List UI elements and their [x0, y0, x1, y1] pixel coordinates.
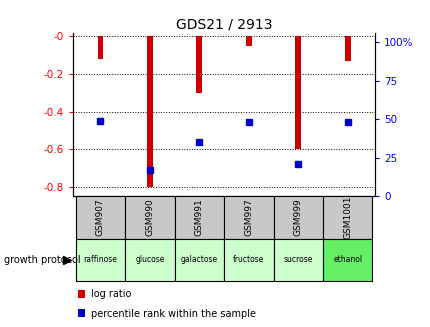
Text: GSM907: GSM907	[96, 198, 105, 236]
Text: GSM997: GSM997	[244, 198, 253, 236]
Bar	[344, 36, 350, 61]
Bar	[245, 36, 251, 46]
Bar	[224, 196, 273, 239]
Text: GSM999: GSM999	[293, 198, 302, 236]
Bar	[174, 196, 224, 239]
Bar	[174, 239, 224, 281]
Bar	[322, 196, 372, 239]
Bar	[77, 290, 85, 298]
Bar	[295, 36, 301, 149]
Bar	[322, 239, 372, 281]
Text: log ratio: log ratio	[90, 289, 131, 299]
Text: GSM990: GSM990	[145, 198, 154, 236]
Text: sucrose: sucrose	[283, 255, 312, 265]
Bar	[97, 36, 103, 59]
Bar	[76, 196, 125, 239]
Bar	[147, 36, 153, 187]
Text: galactose: galactose	[181, 255, 218, 265]
Bar	[77, 309, 85, 317]
Bar	[196, 36, 202, 93]
Title: GDS21 / 2913: GDS21 / 2913	[175, 18, 272, 31]
Bar	[125, 239, 174, 281]
Bar	[273, 239, 322, 281]
Text: percentile rank within the sample: percentile rank within the sample	[90, 309, 255, 319]
Text: GSM1001: GSM1001	[342, 196, 351, 239]
Bar	[273, 196, 322, 239]
Bar	[224, 239, 273, 281]
Text: GSM991: GSM991	[194, 198, 203, 236]
Bar	[125, 196, 174, 239]
Text: glucose: glucose	[135, 255, 164, 265]
Text: growth protocol: growth protocol	[4, 255, 81, 265]
Text: fructose: fructose	[233, 255, 264, 265]
Text: ethanol: ethanol	[332, 255, 362, 265]
Bar	[76, 239, 125, 281]
Text: raffinose: raffinose	[83, 255, 117, 265]
